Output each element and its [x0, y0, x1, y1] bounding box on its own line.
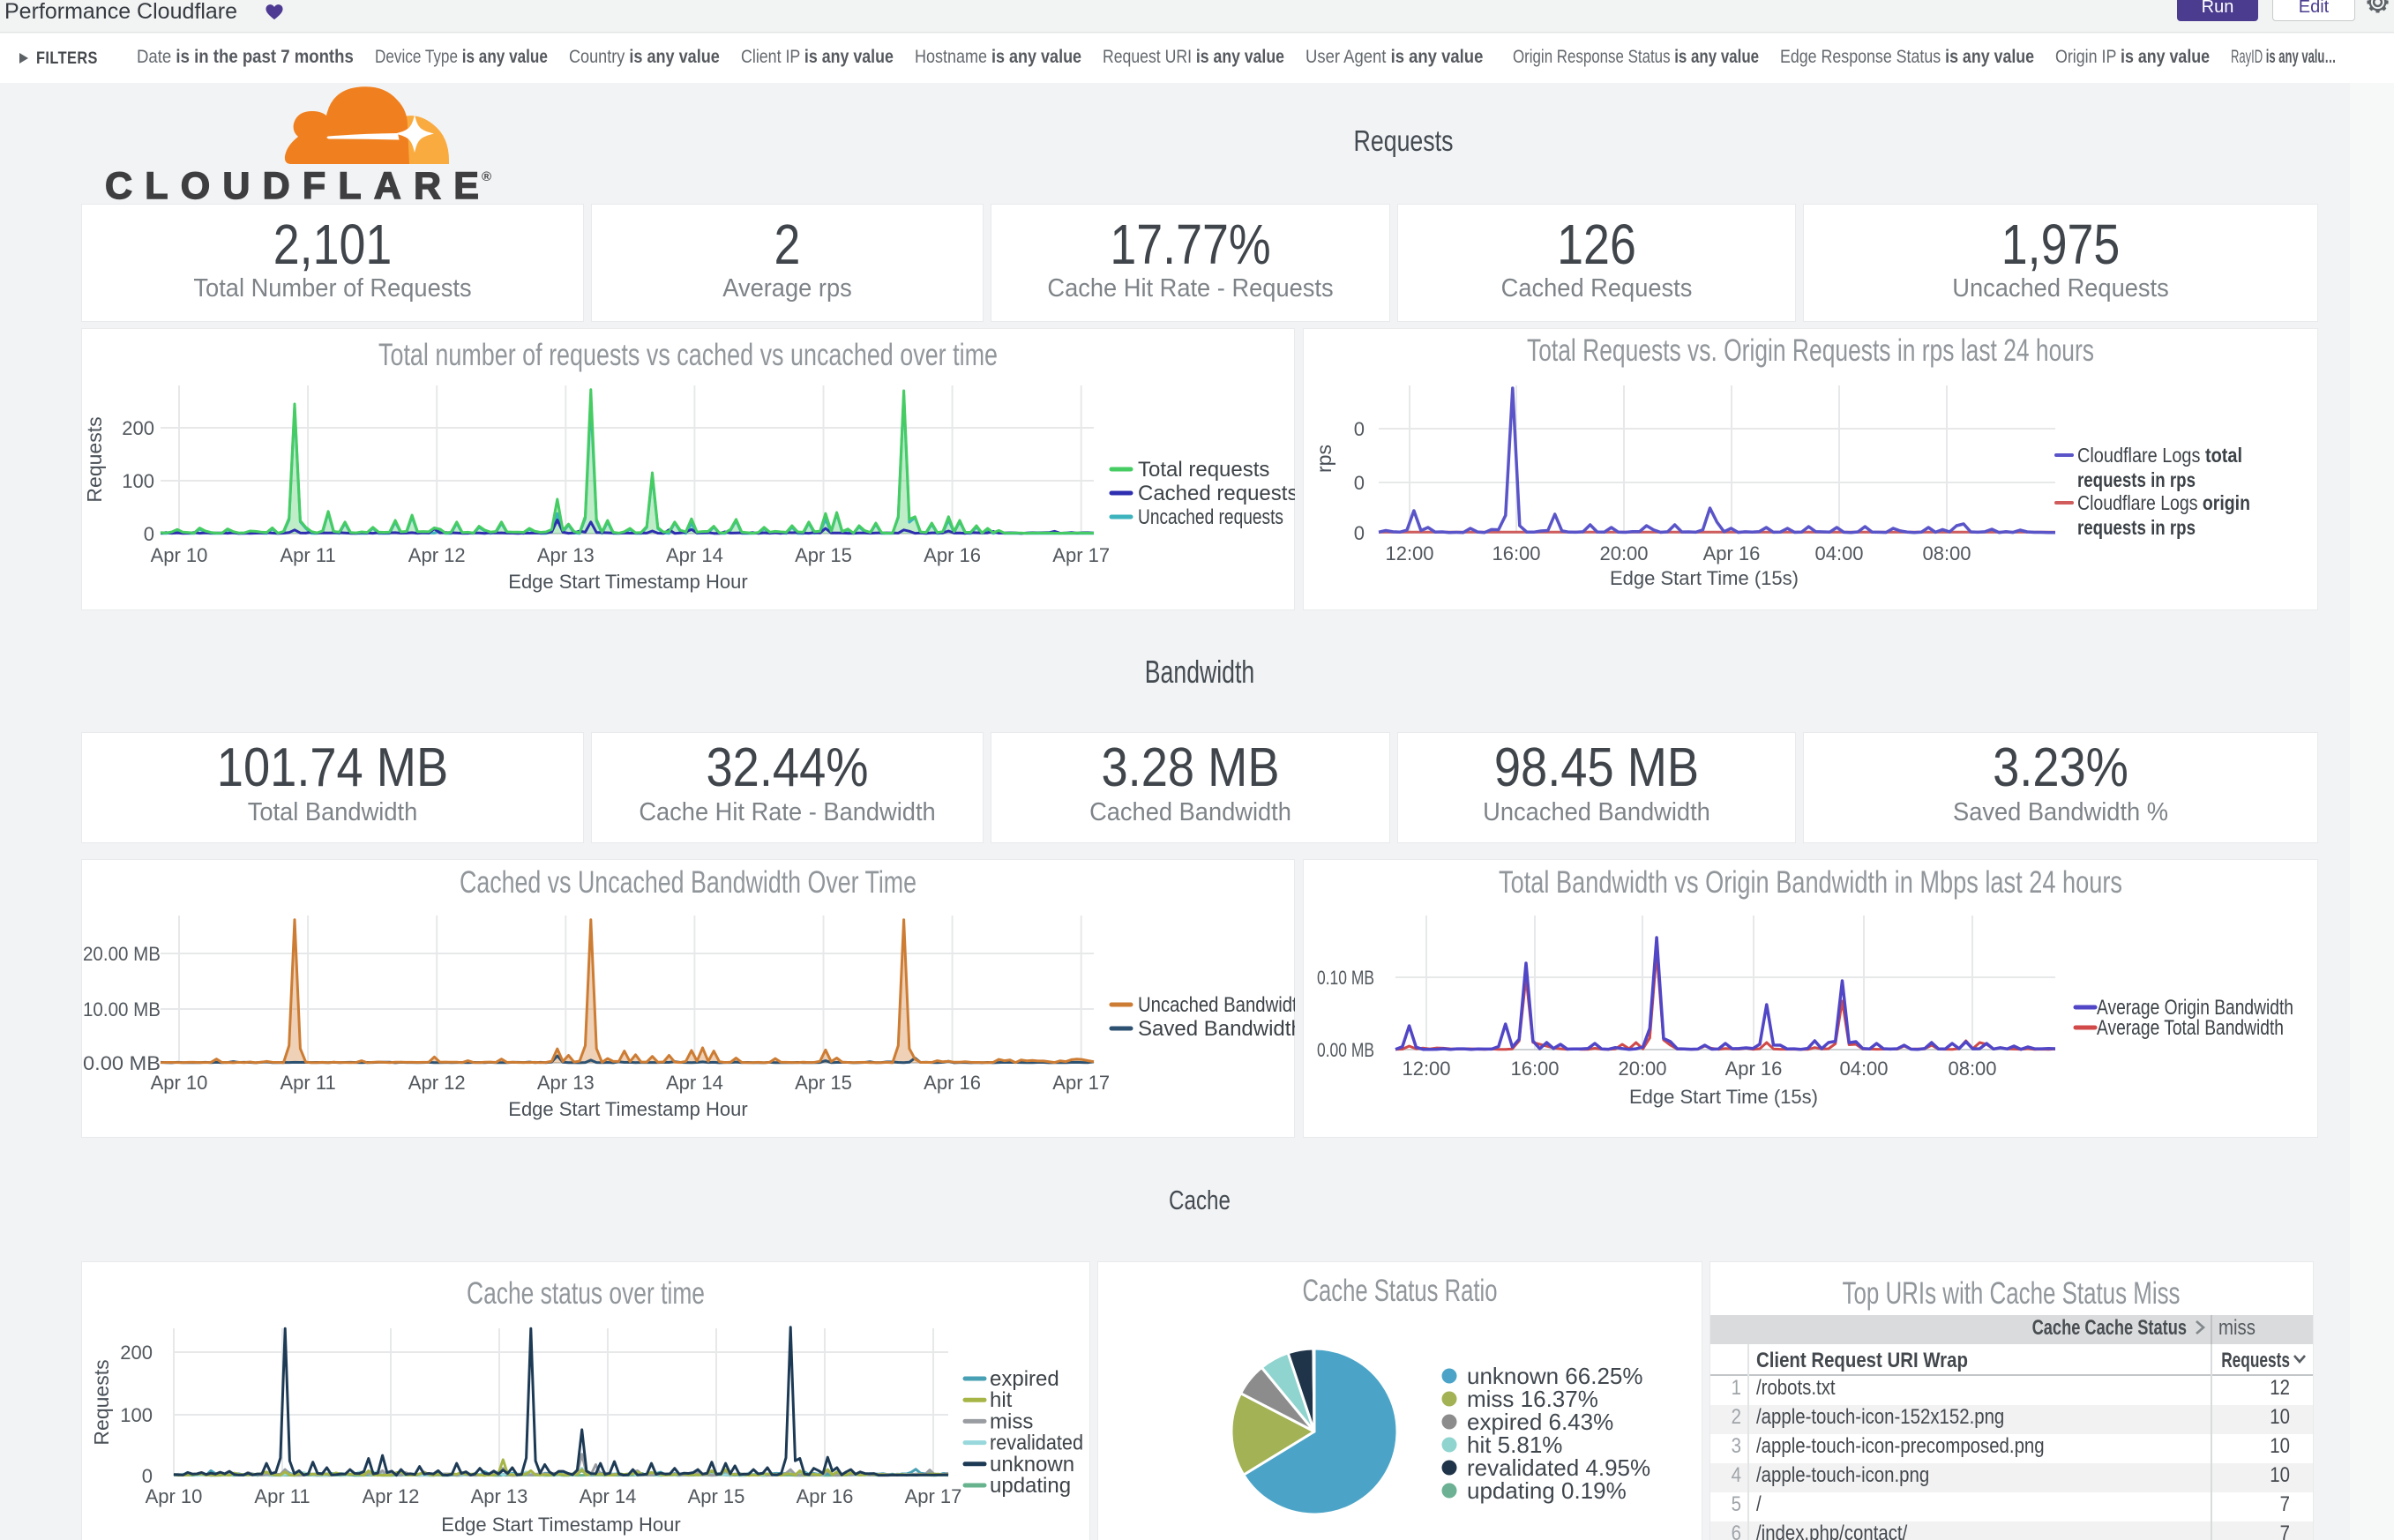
svg-text:Total Bandwidth vs Origin Band: Total Bandwidth vs Origin Bandwidth in M… [1499, 865, 2122, 900]
svg-text:Total Requests vs. Origin Requ: Total Requests vs. Origin Requests in rp… [1527, 333, 2094, 368]
svg-text:Uncached requests: Uncached requests [1138, 505, 1283, 529]
svg-text:Apr 15: Apr 15 [795, 544, 852, 566]
svg-text:Apr 17: Apr 17 [1052, 544, 1110, 566]
svg-text:Apr 14: Apr 14 [666, 1072, 723, 1094]
svg-text:Apr 15: Apr 15 [795, 1072, 852, 1094]
svg-text:Requests: Requests [83, 416, 106, 502]
svg-text:hit 5.81%: hit 5.81% [1467, 1432, 1562, 1458]
svg-text:0.00 MB: 0.00 MB [83, 1052, 161, 1074]
svg-text:08:00: 08:00 [1948, 1058, 1996, 1080]
svg-text:Apr 12: Apr 12 [363, 1485, 420, 1507]
svg-text:Apr 10: Apr 10 [151, 1072, 208, 1094]
svg-text:Total requests: Total requests [1138, 458, 1269, 482]
svg-text:0.00 MB: 0.00 MB [1317, 1039, 1374, 1061]
svg-text:Apr 14: Apr 14 [580, 1485, 637, 1507]
svg-text:0: 0 [1354, 522, 1365, 544]
svg-text:requests in rps: requests in rps [2077, 516, 2196, 539]
svg-text:updating 0.19%: updating 0.19% [1467, 1477, 1627, 1504]
svg-text:200: 200 [120, 1342, 153, 1364]
svg-text:Cached requests: Cached requests [1138, 482, 1295, 505]
svg-text:16:00: 16:00 [1510, 1058, 1559, 1080]
svg-text:Apr 10: Apr 10 [146, 1485, 203, 1507]
svg-text:Apr 12: Apr 12 [408, 1072, 466, 1094]
svg-text:10.00 MB: 10.00 MB [83, 998, 161, 1020]
svg-text:20:00: 20:00 [1599, 542, 1648, 564]
svg-text:expired 6.43%: expired 6.43% [1467, 1409, 1613, 1435]
svg-text:08:00: 08:00 [1922, 542, 1971, 564]
svg-text:Apr 13: Apr 13 [537, 1072, 595, 1094]
svg-text:Cached vs Uncached Bandwidth O: Cached vs Uncached Bandwidth Over Time [460, 865, 916, 900]
svg-text:Edge Start Time (15s): Edge Start Time (15s) [1629, 1086, 1818, 1108]
svg-text:Apr 11: Apr 11 [281, 1072, 336, 1094]
svg-text:Apr 13: Apr 13 [537, 544, 595, 566]
svg-text:Apr 16: Apr 16 [924, 1072, 981, 1094]
svg-text:unknown: unknown [990, 1453, 1074, 1476]
svg-text:Apr 16: Apr 16 [1725, 1058, 1783, 1080]
svg-text:miss: miss [990, 1409, 1033, 1433]
svg-text:12:00: 12:00 [1402, 1058, 1450, 1080]
svg-text:0: 0 [144, 523, 154, 545]
svg-text:Cloudflare Logs origin: Cloudflare Logs origin [2077, 491, 2250, 514]
svg-text:Apr 13: Apr 13 [471, 1485, 528, 1507]
svg-text:Apr 16: Apr 16 [1703, 542, 1761, 564]
svg-text:20:00: 20:00 [1618, 1058, 1666, 1080]
svg-text:04:00: 04:00 [1839, 1058, 1888, 1080]
svg-text:100: 100 [122, 470, 154, 492]
svg-text:Edge Start Time (15s): Edge Start Time (15s) [1610, 567, 1799, 589]
svg-text:Apr 10: Apr 10 [151, 544, 208, 566]
svg-text:rps: rps [1313, 445, 1335, 473]
svg-text:Edge Start Timestamp Hour: Edge Start Timestamp Hour [508, 571, 747, 593]
svg-text:Cache status over time: Cache status over time [467, 1276, 705, 1311]
svg-text:16:00: 16:00 [1492, 542, 1540, 564]
svg-text:0: 0 [1354, 472, 1365, 494]
svg-text:Edge Start Timestamp Hour: Edge Start Timestamp Hour [441, 1514, 680, 1536]
svg-text:hit: hit [990, 1388, 1013, 1412]
svg-text:0.10 MB: 0.10 MB [1317, 967, 1374, 989]
svg-text:Average Total Bandwidth: Average Total Bandwidth [2097, 1016, 2284, 1040]
svg-text:Uncached Bandwidth: Uncached Bandwidth [1138, 993, 1295, 1017]
svg-text:Cache Status Ratio: Cache Status Ratio [1303, 1274, 1498, 1308]
svg-text:Apr 11: Apr 11 [254, 1485, 310, 1507]
svg-text:miss 16.37%: miss 16.37% [1467, 1386, 1598, 1412]
svg-text:updating: updating [990, 1474, 1071, 1498]
svg-text:Average Origin Bandwidth: Average Origin Bandwidth [2097, 996, 2293, 1020]
svg-text:0: 0 [142, 1465, 153, 1487]
svg-text:Apr 15: Apr 15 [688, 1485, 745, 1507]
svg-text:Apr 16: Apr 16 [924, 544, 981, 566]
svg-text:Total number of requests vs ca: Total number of requests vs cached vs un… [378, 338, 998, 372]
svg-text:revalidated: revalidated [990, 1432, 1083, 1455]
svg-text:Cloudflare Logs total: Cloudflare Logs total [2077, 444, 2242, 467]
svg-text:Requests: Requests [90, 1359, 113, 1445]
svg-text:unknown 66.25%: unknown 66.25% [1467, 1363, 1642, 1389]
svg-text:200: 200 [122, 417, 154, 439]
svg-text:Saved Bandwidth: Saved Bandwidth [1138, 1017, 1295, 1041]
svg-text:12:00: 12:00 [1385, 542, 1433, 564]
svg-text:Apr 14: Apr 14 [666, 544, 723, 566]
svg-text:Apr 11: Apr 11 [281, 544, 336, 566]
svg-text:100: 100 [120, 1404, 153, 1426]
svg-text:Apr 17: Apr 17 [1052, 1072, 1110, 1094]
svg-text:Apr 16: Apr 16 [797, 1485, 854, 1507]
svg-text:0: 0 [1354, 418, 1365, 440]
svg-text:Apr 17: Apr 17 [905, 1485, 962, 1507]
svg-text:requests in rps: requests in rps [2077, 468, 2196, 491]
svg-text:expired: expired [990, 1367, 1059, 1391]
svg-text:revalidated 4.95%: revalidated 4.95% [1467, 1454, 1650, 1481]
svg-text:Apr 12: Apr 12 [408, 544, 466, 566]
svg-text:Edge Start Timestamp Hour: Edge Start Timestamp Hour [508, 1098, 747, 1120]
svg-text:Top URIs with Cache Status Mis: Top URIs with Cache Status Miss [1843, 1276, 2181, 1311]
svg-text:04:00: 04:00 [1814, 542, 1863, 564]
svg-text:20.00 MB: 20.00 MB [83, 943, 161, 965]
